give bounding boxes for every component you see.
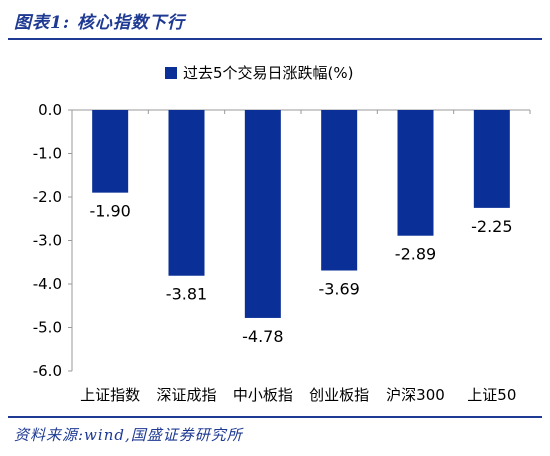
y-tick-label: -5.0 (33, 319, 62, 337)
legend-swatch (165, 66, 177, 79)
x-category-label: 上证50 (467, 386, 516, 404)
y-tick-label: -1.0 (33, 145, 62, 163)
y-tick-label: -3.0 (33, 232, 62, 250)
y-tick-label: -4.0 (33, 275, 62, 293)
data-label: -1.90 (89, 202, 130, 221)
data-label: -2.89 (395, 245, 436, 264)
header-divider (8, 38, 542, 40)
bar (168, 110, 205, 276)
figure-header: 图表1: 核心指数下行 (0, 0, 550, 42)
bar (473, 110, 510, 208)
x-category-label: 中小板指 (233, 386, 293, 404)
x-category-label: 沪深300 (386, 386, 445, 404)
figure-source: 资料来源:wind,国盛证券研究所 (14, 426, 243, 444)
data-label: -3.69 (318, 280, 359, 299)
footer-divider (8, 416, 542, 418)
bar (92, 110, 129, 193)
x-category-label: 上证指数 (80, 386, 140, 404)
bar (397, 110, 434, 236)
y-tick-label: 0.0 (38, 101, 62, 119)
bar (244, 110, 281, 318)
bar (321, 110, 358, 271)
x-category-label: 创业板指 (309, 386, 369, 404)
x-category-label: 深证成指 (156, 386, 216, 404)
chart-legend: 过去5个交易日涨跌幅(%) (165, 62, 354, 83)
y-tick-label: -2.0 (33, 188, 62, 206)
data-label: -3.81 (166, 285, 207, 304)
figure-title: 图表1: 核心指数下行 (14, 13, 186, 33)
data-label: -4.78 (242, 327, 283, 346)
data-label: -2.25 (471, 217, 512, 236)
legend-label: 过去5个交易日涨跌幅(%) (183, 64, 354, 82)
y-tick-label: -6.0 (33, 362, 62, 380)
